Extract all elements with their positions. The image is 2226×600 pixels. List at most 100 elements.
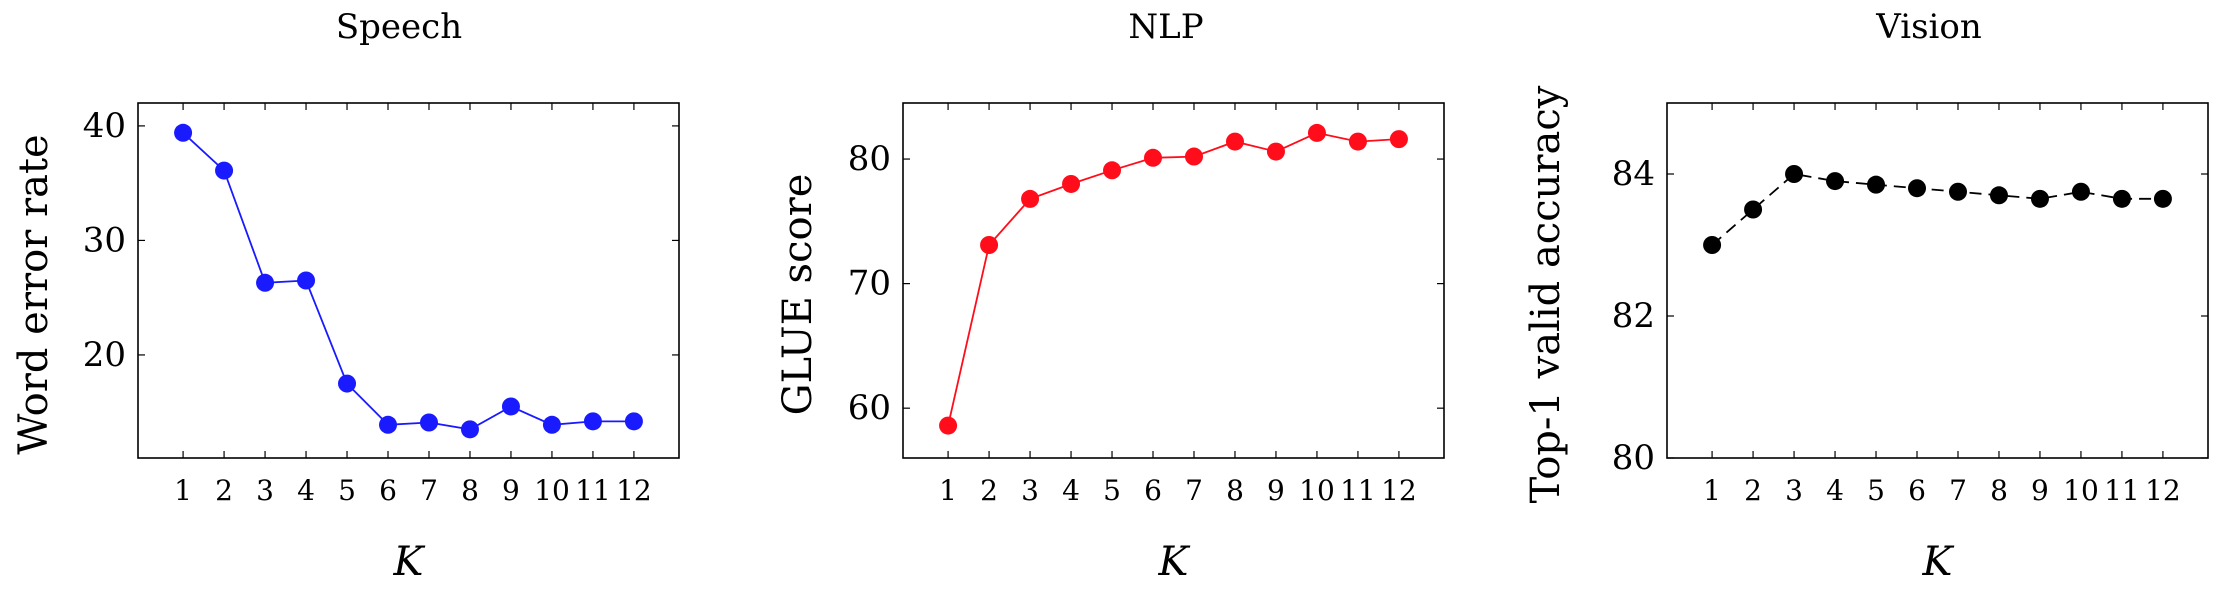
speech-data-point	[542, 415, 561, 434]
vision-x-axis-label: K	[1922, 539, 1955, 585]
vision-x-tick-label: 5	[1867, 474, 1885, 507]
vision-y-tick-label: 84	[1612, 154, 1655, 194]
vision-data-point	[1989, 186, 2008, 205]
speech-data-point	[419, 413, 438, 432]
nlp-chart-title: NLP	[1128, 7, 1203, 47]
nlp-x-axis-label: K	[1158, 539, 1191, 585]
nlp-x-tick-label: 9	[1267, 474, 1285, 507]
speech-x-tick-label: 4	[297, 474, 315, 507]
speech-chart-title: Speech	[336, 7, 462, 47]
speech-x-tick-label: 8	[461, 474, 479, 507]
nlp-data-point	[939, 416, 958, 435]
speech-y-tick-label: 20	[83, 335, 126, 375]
nlp-data-point	[1103, 161, 1122, 180]
vision-data-point	[2153, 189, 2172, 208]
nlp-x-tick-label: 8	[1226, 474, 1244, 507]
vision-data-point	[1703, 236, 1722, 254]
vision-data-point	[1908, 179, 1927, 198]
vision-x-tick-label: 12	[2145, 474, 2181, 507]
nlp-data-point	[1348, 132, 1367, 151]
nlp-x-tick-label: 1	[939, 474, 957, 507]
speech-data-point	[501, 397, 520, 416]
speech-data-point	[256, 273, 275, 292]
speech-x-tick-label: 12	[616, 474, 652, 507]
vision-y-tick-label: 82	[1612, 296, 1655, 336]
nlp-data-point	[1307, 123, 1326, 142]
vision-data-point	[2030, 189, 2049, 208]
vision-x-tick-label: 11	[2104, 474, 2140, 507]
vision-data-point	[1785, 165, 1804, 183]
nlp-x-tick-label: 3	[1021, 474, 1039, 507]
nlp-y-tick-label: 60	[848, 388, 891, 428]
nlp-data-point	[1062, 174, 1081, 193]
speech-x-axis-label: K	[393, 539, 426, 585]
speech-x-tick-label: 7	[420, 474, 438, 507]
vision-x-tick-label: 2	[1744, 474, 1762, 507]
speech-data-point	[215, 161, 234, 180]
nlp-x-tick-label: 12	[1381, 474, 1417, 507]
speech-series-line	[182, 132, 634, 431]
speech-x-tick-label: 5	[338, 474, 356, 507]
vision-y-tick-label: 80	[1612, 438, 1655, 478]
nlp-x-tick-label: 6	[1144, 474, 1162, 507]
speech-data-point	[379, 415, 398, 434]
nlp-series-line	[947, 131, 1399, 426]
nlp-y-tick-label: 80	[848, 139, 891, 179]
speech-x-tick-label: 2	[215, 474, 233, 507]
speech-y-axis-label: Word error rate	[11, 134, 57, 454]
nlp-y-axis-label: GLUE score	[775, 174, 821, 416]
vision-x-tick-label: 6	[1908, 474, 1926, 507]
nlp-x-tick-label: 10	[1299, 474, 1335, 507]
vision-data-point	[2112, 189, 2131, 208]
speech-data-point	[297, 271, 316, 290]
speech-x-tick-label: 6	[379, 474, 397, 507]
nlp-x-tick-label: 7	[1185, 474, 1203, 507]
vision-chart-title: Vision	[1875, 7, 1982, 47]
vision-x-tick-label: 9	[2031, 474, 2049, 507]
nlp-data-point	[1225, 132, 1244, 151]
nlp-x-tick-label: 4	[1062, 474, 1080, 507]
nlp-x-tick-label: 5	[1103, 474, 1121, 507]
nlp-data-point	[1144, 148, 1163, 167]
speech-x-tick-label: 9	[502, 474, 520, 507]
vision-x-tick-label: 7	[1949, 474, 1967, 507]
speech-data-point	[174, 123, 193, 142]
vision-data-point	[1867, 175, 1886, 194]
vision-data-point	[1744, 200, 1763, 219]
vision-series-line	[1711, 173, 2163, 246]
speech-x-tick-label: 10	[534, 474, 570, 507]
speech-data-point	[460, 420, 479, 439]
vision-x-tick-label: 8	[1990, 474, 2008, 507]
vision-x-tick-label: 3	[1785, 474, 1803, 507]
nlp-plot-frame	[902, 102, 1445, 459]
vision-y-axis-label: Top-1 valid accuracy	[1523, 85, 1569, 503]
vision-data-point	[2071, 182, 2090, 201]
vision-data-point	[1948, 182, 1967, 201]
nlp-data-point	[1266, 142, 1285, 161]
speech-x-tick-label: 1	[174, 474, 192, 507]
speech-data-point	[624, 412, 643, 431]
nlp-x-tick-label: 11	[1340, 474, 1376, 507]
nlp-data-point	[1021, 189, 1040, 208]
speech-data-point	[583, 412, 602, 431]
speech-y-tick-label: 30	[83, 220, 126, 260]
speech-y-tick-label: 40	[83, 106, 126, 146]
speech-x-tick-label: 11	[575, 474, 611, 507]
nlp-y-tick-label: 70	[848, 264, 891, 304]
nlp-data-point	[1184, 147, 1203, 166]
nlp-data-point	[1389, 130, 1408, 149]
vision-data-point	[1826, 172, 1845, 191]
speech-plot-frame	[137, 102, 680, 459]
nlp-data-point	[980, 236, 999, 254]
vision-x-tick-label: 4	[1826, 474, 1844, 507]
vision-x-tick-label: 1	[1703, 474, 1721, 507]
speech-data-point	[338, 374, 357, 393]
vision-plot-frame	[1666, 102, 2209, 459]
nlp-x-tick-label: 2	[980, 474, 998, 507]
speech-x-tick-label: 3	[256, 474, 274, 507]
vision-x-tick-label: 10	[2063, 474, 2099, 507]
